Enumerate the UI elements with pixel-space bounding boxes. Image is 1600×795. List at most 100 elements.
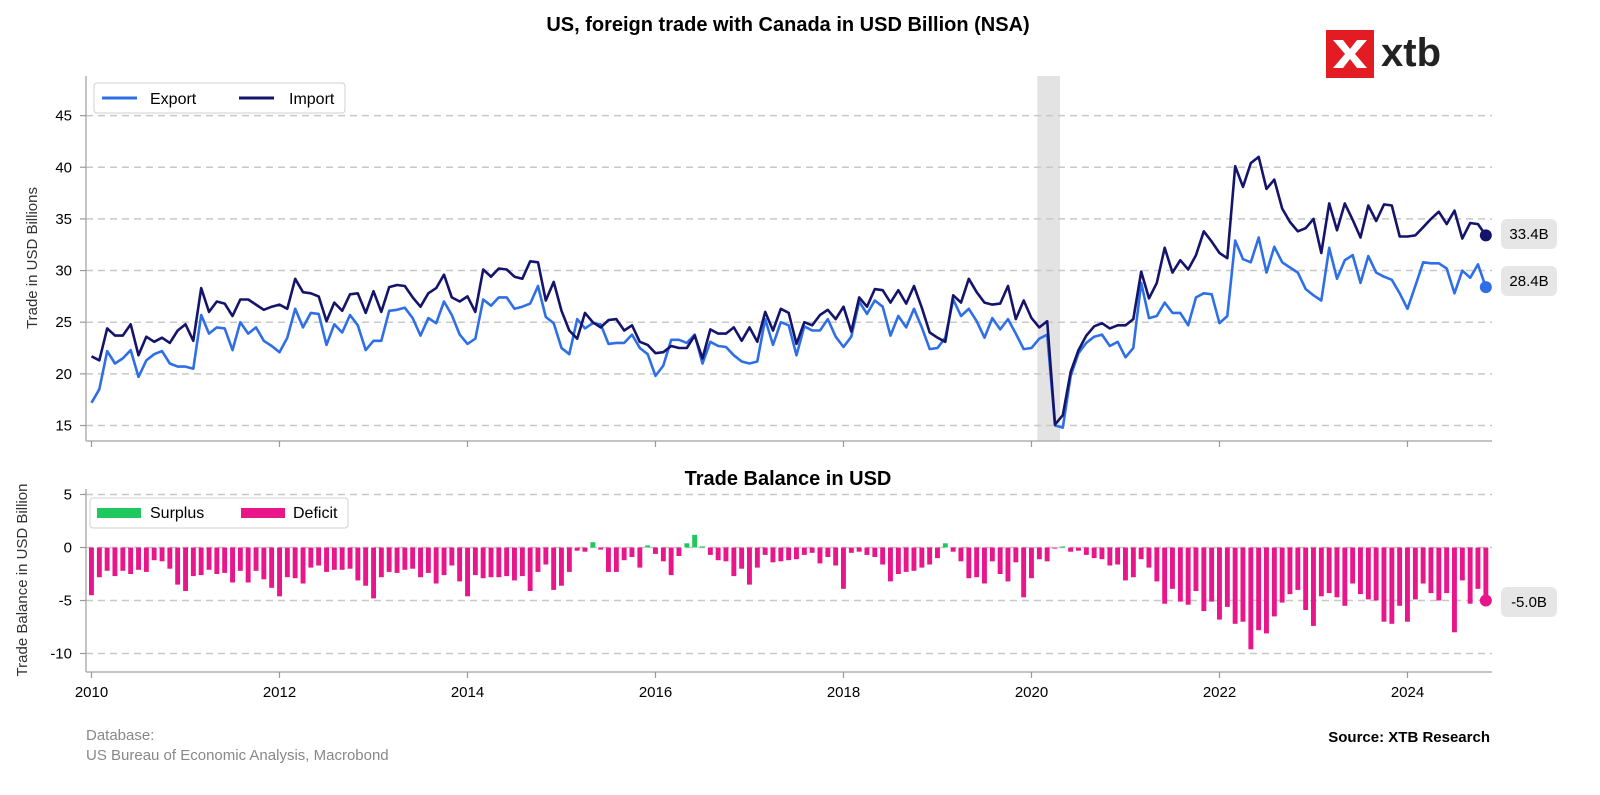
bar-deficit bbox=[355, 547, 361, 581]
bar-deficit bbox=[1483, 547, 1489, 601]
bar-deficit bbox=[214, 547, 220, 574]
bar-deficit bbox=[120, 547, 126, 571]
bar-deficit bbox=[574, 547, 580, 551]
bar-deficit bbox=[1428, 547, 1434, 594]
bar-deficit bbox=[927, 547, 933, 565]
bar-deficit bbox=[935, 547, 940, 559]
bar-deficit bbox=[1091, 547, 1097, 559]
bar-deficit bbox=[1459, 547, 1465, 581]
bar-deficit bbox=[637, 547, 643, 568]
bar-deficit bbox=[292, 547, 298, 579]
logo-x-glyph bbox=[1333, 40, 1367, 68]
top-legend: Export Import bbox=[93, 82, 346, 114]
bar-deficit bbox=[621, 547, 627, 561]
series-line-import bbox=[90, 155, 1487, 426]
end-label-import-text: 33.4B bbox=[1509, 226, 1548, 243]
bar-deficit bbox=[974, 547, 980, 578]
bar-deficit bbox=[958, 547, 964, 562]
top-panel: 15 20 25 30 35 40 45 Trade in USD Billions 33.… bbox=[24, 76, 1557, 447]
bar-deficit bbox=[1397, 547, 1403, 606]
bar-deficit bbox=[1350, 547, 1356, 584]
bar-deficit bbox=[1287, 547, 1293, 595]
bar-deficit bbox=[284, 547, 290, 578]
bar-deficit bbox=[112, 547, 118, 577]
bar-deficit bbox=[1420, 547, 1426, 584]
bar-deficit bbox=[739, 547, 745, 569]
bottom-y-tick-label: -10 bbox=[50, 646, 72, 663]
bar-deficit bbox=[386, 547, 392, 572]
bar-deficit bbox=[457, 547, 463, 582]
top-gridlines bbox=[86, 114, 1492, 427]
bar-deficit bbox=[825, 547, 831, 557]
top-y-tick-label: 40 bbox=[55, 159, 72, 176]
xtb-logo: xtb bbox=[1326, 30, 1441, 78]
bar-deficit bbox=[660, 547, 666, 562]
bar-deficit bbox=[841, 547, 846, 589]
balance-bars bbox=[89, 534, 1489, 650]
bar-deficit bbox=[566, 547, 572, 572]
bar-deficit bbox=[1217, 547, 1222, 620]
bar-deficit bbox=[1130, 547, 1136, 578]
bar-deficit bbox=[1342, 547, 1348, 606]
bar-deficit bbox=[1209, 547, 1215, 602]
bar-surplus bbox=[692, 534, 698, 548]
bar-deficit bbox=[1248, 547, 1254, 650]
bar-deficit bbox=[1271, 547, 1277, 617]
bar-deficit bbox=[903, 547, 909, 572]
bar-deficit bbox=[347, 547, 353, 569]
bar-deficit bbox=[472, 547, 478, 576]
bar-deficit bbox=[394, 547, 400, 573]
bar-deficit bbox=[1123, 547, 1128, 581]
bar-deficit bbox=[1107, 547, 1113, 566]
bar-deficit bbox=[441, 547, 447, 576]
bar-deficit bbox=[504, 547, 510, 577]
bar-deficit bbox=[817, 547, 823, 564]
series-line-export bbox=[90, 236, 1488, 429]
bar-deficit bbox=[1036, 547, 1042, 560]
bar-deficit bbox=[143, 547, 149, 572]
bar-deficit bbox=[1146, 547, 1152, 568]
x-tick-label: 2024 bbox=[1391, 684, 1424, 701]
bar-deficit bbox=[997, 547, 1003, 574]
footer-database-label: Database: bbox=[86, 727, 154, 744]
top-y-tick-label: 35 bbox=[55, 211, 72, 228]
bar-deficit bbox=[629, 547, 635, 557]
x-tick-label: 2022 bbox=[1203, 684, 1236, 701]
bar-deficit bbox=[1405, 547, 1410, 622]
bar-deficit bbox=[245, 547, 251, 583]
bar-deficit bbox=[715, 547, 721, 561]
legend-label-export: Export bbox=[150, 91, 197, 108]
bar-deficit bbox=[1076, 547, 1081, 551]
bar-deficit bbox=[433, 547, 439, 584]
bar-deficit bbox=[1177, 547, 1183, 602]
bar-deficit bbox=[206, 547, 212, 570]
bar-deficit bbox=[582, 547, 588, 552]
bar-deficit bbox=[1358, 547, 1363, 595]
bar-deficit bbox=[1365, 547, 1371, 600]
bar-deficit bbox=[856, 547, 862, 552]
legend-swatch-surplus bbox=[97, 508, 141, 518]
bar-deficit bbox=[1311, 547, 1316, 626]
bottom-y-tick-label: 0 bbox=[64, 540, 72, 557]
bar-deficit bbox=[104, 547, 110, 571]
bar-deficit bbox=[136, 547, 141, 570]
bar-deficit bbox=[253, 547, 259, 571]
top-legend-frame bbox=[93, 82, 346, 114]
bar-deficit bbox=[1240, 547, 1246, 622]
bar-deficit bbox=[465, 547, 470, 597]
bar-deficit bbox=[1115, 547, 1121, 565]
bar-deficit bbox=[1201, 547, 1207, 612]
top-y-tick-label: 30 bbox=[55, 263, 72, 280]
bar-deficit bbox=[551, 547, 557, 590]
bar-deficit bbox=[989, 547, 995, 562]
bar-deficit bbox=[96, 547, 102, 578]
bar-deficit bbox=[277, 547, 282, 597]
bar-deficit bbox=[535, 547, 541, 572]
bar-deficit bbox=[410, 547, 416, 569]
bar-surplus bbox=[1060, 546, 1066, 548]
x-tick-label: 2010 bbox=[75, 684, 108, 701]
bar-deficit bbox=[237, 547, 243, 571]
legend-label-deficit: Deficit bbox=[293, 505, 338, 522]
footer-source: Source: XTB Research bbox=[1328, 729, 1490, 746]
bar-surplus bbox=[700, 546, 705, 548]
